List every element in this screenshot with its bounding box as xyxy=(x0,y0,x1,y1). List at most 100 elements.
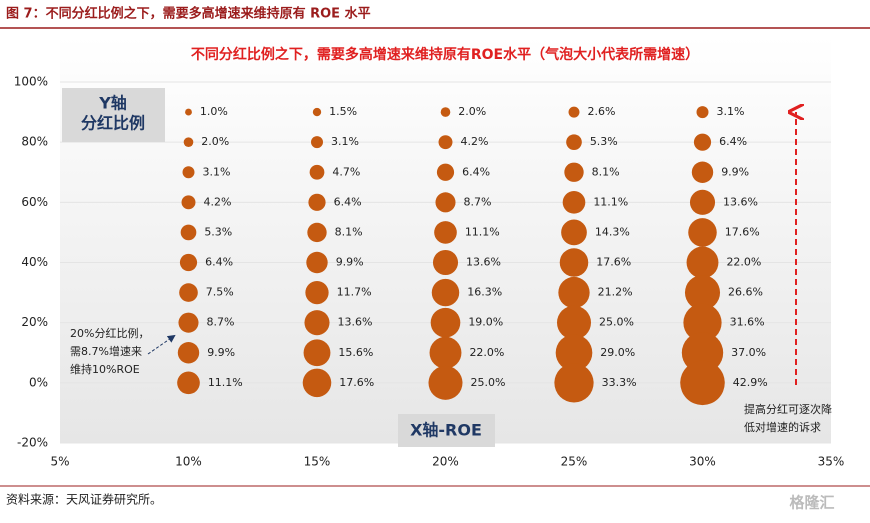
y-tick-label: -20% xyxy=(17,436,48,450)
callout: 需8.7%增速来 xyxy=(70,344,142,358)
data-label: 8.1% xyxy=(592,165,620,178)
data-label: 25.0% xyxy=(599,316,634,329)
data-label: 29.0% xyxy=(600,346,635,359)
bubble xyxy=(432,249,459,276)
bubble xyxy=(428,365,463,400)
bubble xyxy=(182,166,195,179)
data-label: 6.4% xyxy=(719,135,747,148)
data-label: 1.0% xyxy=(200,105,228,118)
data-label: 11.7% xyxy=(337,286,372,299)
data-label: 9.9% xyxy=(336,256,364,269)
bubble xyxy=(434,221,457,244)
y-tick-label: 0% xyxy=(29,375,48,389)
x-tick-label: 25% xyxy=(561,455,588,469)
bubble xyxy=(177,342,200,364)
callout-arrow xyxy=(147,334,176,355)
bubble xyxy=(429,336,462,369)
data-label: 4.2% xyxy=(460,135,488,148)
bubble xyxy=(181,195,196,210)
bubble xyxy=(691,161,714,183)
bubble xyxy=(689,189,716,215)
bubble xyxy=(696,106,709,119)
bubble xyxy=(304,310,330,336)
callout: 维持10%ROE xyxy=(70,362,140,376)
data-label: 16.3% xyxy=(467,286,502,299)
figure-title: 图 7：不同分红比例之下，需要多高增速来维持原有 ROE 水平 xyxy=(6,6,371,22)
bubble xyxy=(185,108,192,116)
bubble xyxy=(555,334,593,372)
data-label: 19.0% xyxy=(468,316,503,329)
bubble xyxy=(302,368,332,398)
data-label: 7.5% xyxy=(206,286,234,299)
y-tick-label: 100% xyxy=(14,75,48,89)
x-axis-title: X轴-ROE xyxy=(410,421,482,440)
data-label: 37.0% xyxy=(731,346,766,359)
data-label: 11.1% xyxy=(593,195,628,208)
x-axis-box xyxy=(398,414,495,447)
data-label: 26.6% xyxy=(728,286,763,299)
bubble xyxy=(312,107,322,117)
data-label: 22.0% xyxy=(469,346,504,359)
y-tick-label: 40% xyxy=(21,255,48,269)
data-label: 6.4% xyxy=(205,256,233,269)
data-label: 9.9% xyxy=(721,165,749,178)
data-label: 42.9% xyxy=(733,376,768,389)
bubble xyxy=(440,107,451,117)
data-label: 13.6% xyxy=(466,256,501,269)
x-tick-label: 10% xyxy=(175,455,202,469)
data-label: 33.3% xyxy=(602,376,637,389)
data-label: 6.4% xyxy=(334,195,362,208)
data-label: 17.6% xyxy=(596,256,631,269)
bubble xyxy=(180,224,197,241)
data-label: 17.6% xyxy=(725,225,760,238)
bubble xyxy=(562,191,586,214)
data-label: 2.6% xyxy=(587,105,615,118)
bubble xyxy=(688,218,717,247)
bubble xyxy=(561,219,587,246)
watermark: 格隆汇 xyxy=(789,494,834,512)
bubble xyxy=(568,106,580,118)
data-label: 13.6% xyxy=(723,195,758,208)
data-label: 21.2% xyxy=(598,286,633,299)
callout: 20%分红比例， xyxy=(70,326,149,340)
bubble xyxy=(177,371,200,395)
bubble xyxy=(559,248,589,277)
data-label: 8.7% xyxy=(207,316,235,329)
bubble xyxy=(681,332,724,374)
bubble xyxy=(306,251,328,274)
bubble xyxy=(179,283,198,302)
data-label: 4.2% xyxy=(203,195,231,208)
bubble xyxy=(683,303,722,342)
data-label: 5.3% xyxy=(590,135,618,148)
data-label: 3.1% xyxy=(331,135,359,148)
data-label: 11.1% xyxy=(465,225,500,238)
x-tick-label: 20% xyxy=(432,455,459,469)
bubble xyxy=(554,363,594,403)
data-label: 4.7% xyxy=(332,165,360,178)
data-label: 3.1% xyxy=(716,105,744,118)
bubble xyxy=(686,246,719,279)
data-label: 1.5% xyxy=(329,105,357,118)
data-label: 8.7% xyxy=(464,195,492,208)
bubble xyxy=(178,312,199,333)
data-label: 6.4% xyxy=(462,165,490,178)
y-tick-label: 80% xyxy=(21,135,48,149)
bubble xyxy=(435,192,456,213)
x-tick-label: 15% xyxy=(304,455,331,469)
bubble xyxy=(309,164,325,180)
bubble xyxy=(430,307,461,338)
data-label: 22.0% xyxy=(726,256,761,269)
data-label: 3.1% xyxy=(202,165,230,178)
bubble xyxy=(558,276,590,309)
y-axis-title: Y轴 xyxy=(98,94,127,113)
bubble xyxy=(431,278,460,307)
chart-title: 不同分红比例之下，需要多高增速来维持原有ROE水平（气泡大小代表所需增速） xyxy=(191,46,699,63)
bubble xyxy=(684,275,721,311)
bubble xyxy=(308,193,326,211)
x-tick-label: 5% xyxy=(50,455,69,469)
data-label: 17.6% xyxy=(339,376,374,389)
bubble xyxy=(179,253,198,272)
bubble xyxy=(693,133,712,151)
arrow-note: 提高分红可逐次降 xyxy=(744,402,832,416)
bubble xyxy=(566,134,582,150)
